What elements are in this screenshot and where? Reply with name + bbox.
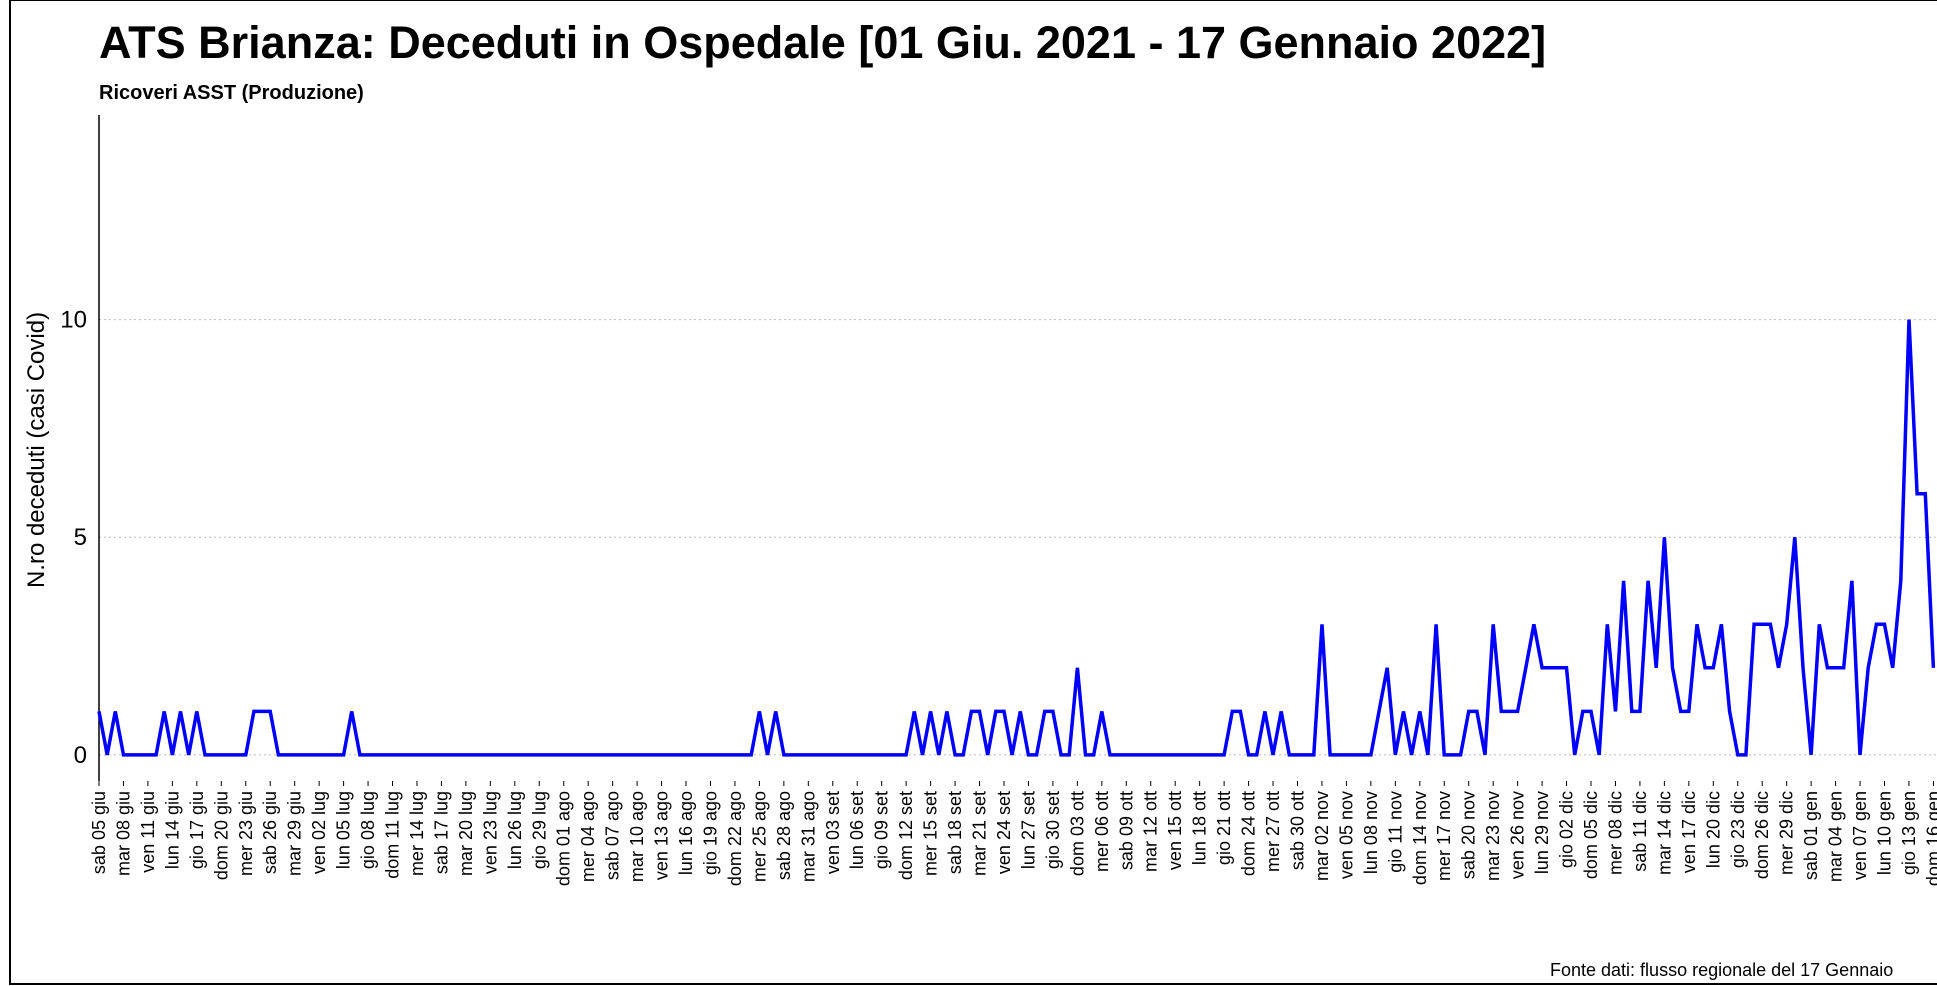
x-tick-label: gio 19 ago (700, 791, 720, 875)
x-tick-label: lun 16 ago (676, 791, 696, 875)
x-tick-label: gio 29 lug (529, 791, 549, 869)
x-tick-label: ven 05 nov (1336, 791, 1356, 879)
y-axis-label: N.ro deceduti (casi Covid) (23, 312, 50, 588)
x-tick-label: mer 06 ott (1092, 791, 1112, 872)
x-tick-label: dom 20 giu (211, 791, 231, 880)
x-tick-label: mer 04 ago (578, 791, 598, 882)
x-tick-label: sab 11 dic (1630, 791, 1650, 872)
x-tick-label: dom 24 ott (1239, 791, 1259, 876)
x-tick-label: mar 23 nov (1483, 791, 1503, 881)
x-tick-label: dom 14 nov (1410, 791, 1430, 885)
x-tick-label: mar 02 nov (1312, 791, 1332, 881)
x-tick-label: sab 18 set (945, 791, 965, 874)
x-tick-label: gio 13 gen (1899, 791, 1919, 875)
x-tick-label: ven 17 dic (1679, 791, 1699, 873)
x-tick-label: lun 29 nov (1532, 791, 1552, 874)
x-tick-label: mar 21 set (970, 791, 990, 876)
x-tick-label: mer 27 ott (1263, 791, 1283, 872)
x-tick-label: sab 17 lug (431, 791, 451, 874)
x-tick-label: ven 02 lug (309, 791, 329, 874)
y-tick-label: 0 (74, 742, 87, 769)
x-tick-label: mer 08 dic (1605, 791, 1625, 875)
x-tick-label: dom 16 gen (1923, 791, 1937, 886)
x-tick-label: sab 26 giu (260, 791, 280, 874)
x-tick-label: ven 07 gen (1850, 791, 1870, 880)
x-tick-label: sab 07 ago (603, 791, 623, 880)
x-tick-label: dom 12 set (896, 791, 916, 880)
x-tick-label: lun 05 lug (334, 791, 354, 869)
y-tick-label: 10 (60, 307, 87, 334)
x-tick-label: mar 14 dic (1654, 791, 1674, 875)
x-tick-label: mer 29 dic (1777, 791, 1797, 875)
frame (9, 0, 1937, 985)
x-tick-label: lun 14 giu (162, 791, 182, 869)
x-tick-label: dom 11 lug (383, 791, 403, 879)
x-tick-label: sab 05 giu (89, 791, 109, 874)
x-tick-label: mar 10 ago (627, 791, 647, 882)
x-tick-label: ven 11 giu (138, 791, 158, 873)
x-tick-label: lun 06 set (847, 791, 867, 869)
x-tick-label: mar 31 ago (798, 791, 818, 882)
x-tick-label: lun 08 nov (1361, 791, 1381, 874)
x-tick-label: gio 23 dic (1728, 791, 1748, 868)
x-tick-label: mer 17 nov (1434, 791, 1454, 881)
x-tick-label: mer 15 set (921, 791, 941, 876)
x-tick-label: lun 27 set (1018, 791, 1038, 869)
x-tick-label: mar 12 ott (1141, 791, 1161, 872)
x-tick-label: gio 11 nov (1385, 791, 1405, 873)
x-tick-label: lun 26 lug (505, 791, 525, 869)
x-tick-label: dom 05 dic (1581, 791, 1601, 879)
x-tick-label: gio 21 ott (1214, 791, 1234, 865)
x-tick-label: gio 30 set (1043, 791, 1063, 869)
x-tick-label: mer 14 lug (407, 791, 427, 876)
x-tick-label: ven 26 nov (1508, 791, 1528, 879)
chart-subtitle: Ricoveri ASST (Produzione) (99, 82, 364, 104)
x-tick-label: ven 13 ago (652, 791, 672, 880)
x-tick-label: lun 10 gen (1875, 791, 1895, 875)
x-tick-label: gio 02 dic (1557, 791, 1577, 868)
x-tick-label: gio 08 lug (358, 791, 378, 869)
data-line (97, 319, 1936, 757)
x-tick-label: sab 30 ott (1287, 791, 1307, 870)
x-tick-label: ven 24 set (994, 791, 1014, 874)
x-tick-label: sab 09 ott (1116, 791, 1136, 870)
x-tick-label: mar 29 giu (285, 791, 305, 876)
x-tick-label: sab 01 gen (1801, 791, 1821, 880)
x-tick-label: ven 15 ott (1165, 791, 1185, 870)
source-note: Fonte dati: flusso regionale del 17 Genn… (1550, 960, 1893, 980)
x-tick-label: lun 18 ott (1190, 791, 1210, 865)
chart-title: ATS Brianza: Deceduti in Ospedale [01 Gi… (99, 17, 1546, 68)
x-tick-label: dom 22 ago (725, 791, 745, 886)
x-tick-label: mer 25 ago (749, 791, 769, 882)
x-tick-label: dom 03 ott (1067, 791, 1087, 876)
x-tick-label: sab 20 nov (1459, 791, 1479, 879)
x-tick-label: dom 26 dic (1752, 791, 1772, 879)
x-tick-label: ven 23 lug (480, 791, 500, 874)
x-tick-label: mar 20 lug (456, 791, 476, 876)
x-tick-label: mer 23 giu (236, 791, 256, 876)
x-tick-label: gio 17 giu (187, 791, 207, 869)
x-tick-label: dom 01 ago (554, 791, 574, 886)
x-tick-label: mar 08 giu (113, 791, 133, 876)
x-tick-label: sab 28 ago (774, 791, 794, 880)
x-tick-label: ven 03 set (823, 791, 843, 874)
y-tick-label: 5 (74, 524, 87, 551)
x-tick-label: mar 04 gen (1826, 791, 1846, 882)
x-tick-label: lun 20 dic (1703, 791, 1723, 868)
x-tick-label: gio 09 set (872, 791, 892, 869)
